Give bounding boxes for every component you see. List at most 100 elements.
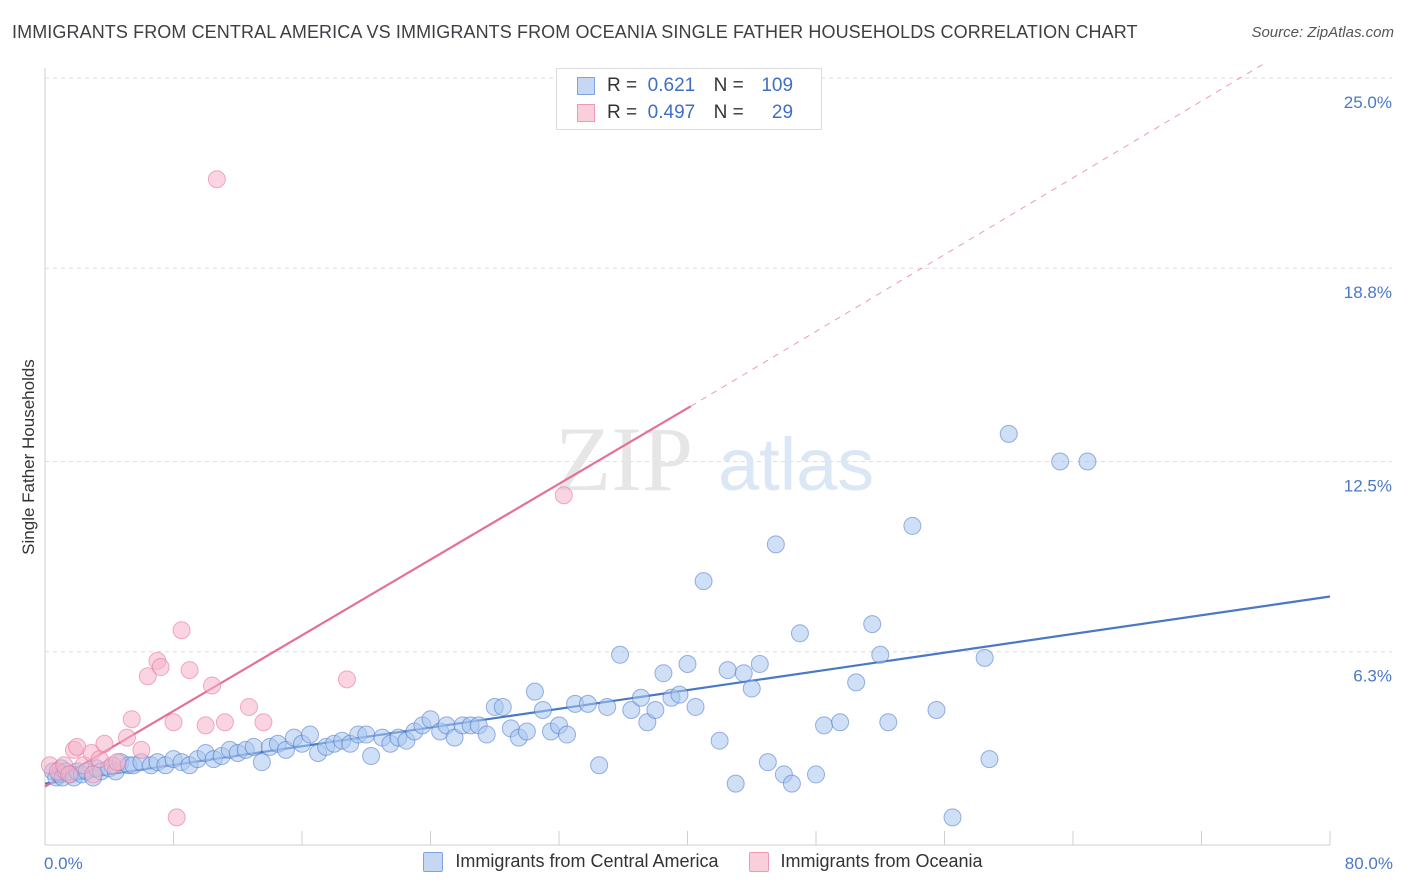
legend-swatch-pink: [748, 851, 769, 872]
data-point: [207, 170, 226, 189]
data-point: [477, 725, 496, 744]
data-point: [132, 740, 151, 759]
trend-line-oceania-extrapolated: [690, 62, 1267, 407]
legend-row-central-america: R = 0.621 N = 109: [577, 74, 793, 98]
data-point: [611, 645, 630, 664]
data-points: [40, 170, 1097, 827]
legend-label: Immigrants from Oceania: [780, 851, 983, 871]
data-point: [847, 673, 866, 692]
x-tick-label: 80.0%: [1345, 854, 1393, 873]
data-point: [790, 624, 809, 643]
data-point: [337, 670, 356, 689]
data-point: [525, 682, 544, 701]
data-point: [164, 713, 183, 732]
data-point: [622, 701, 641, 720]
legend-item-central-america[interactable]: Immigrants from Central America: [423, 851, 719, 872]
legend-r-label: R =: [607, 102, 638, 123]
trend-line-oceania: [44, 405, 692, 788]
data-point: [122, 710, 141, 729]
data-point: [493, 697, 512, 716]
data-point: [871, 645, 890, 664]
data-point: [631, 688, 650, 707]
data-point: [980, 750, 999, 769]
y-axis-label: Single Father Households: [19, 359, 38, 555]
legend-swatch-pink: [577, 104, 595, 122]
grid: [45, 77, 1392, 653]
legend-swatch-blue: [577, 77, 595, 95]
chart-title: IMMIGRANTS FROM CENTRAL AMERICA VS IMMIG…: [12, 22, 1138, 42]
data-point: [558, 725, 577, 744]
legend-r-label: R =: [607, 75, 638, 96]
data-point: [196, 716, 215, 735]
data-point: [167, 808, 186, 827]
data-point: [554, 486, 573, 505]
data-point: [927, 701, 946, 720]
legend-r-value: 0.497: [647, 102, 696, 123]
data-point: [815, 716, 834, 735]
data-point: [782, 774, 801, 793]
legend-swatch-blue: [423, 851, 444, 872]
correlation-legend: R = 0.621 N = 109 R = 0.497 N = 29: [556, 68, 822, 130]
data-point: [590, 756, 609, 775]
data-point: [646, 701, 665, 720]
data-point: [766, 535, 785, 554]
data-point: [999, 424, 1018, 443]
data-point: [670, 685, 689, 704]
data-point: [879, 713, 898, 732]
data-point: [117, 728, 136, 747]
data-point: [718, 661, 737, 680]
data-point: [807, 765, 825, 784]
data-point: [239, 697, 258, 716]
x-tick-label: 0.0%: [44, 854, 83, 873]
data-point: [1051, 452, 1070, 471]
data-point: [734, 664, 753, 683]
data-point: [654, 664, 673, 683]
legend-r-value: 0.621: [647, 75, 696, 96]
y-tick-label: 6.3%: [1353, 667, 1392, 686]
data-point: [301, 725, 320, 744]
data-point: [578, 694, 597, 713]
data-point: [863, 615, 882, 634]
legend-n-value: 29: [771, 102, 794, 123]
data-point: [975, 648, 994, 667]
watermark: ZIP atlas: [555, 408, 874, 510]
data-point: [172, 621, 191, 640]
y-tick-label: 18.8%: [1344, 283, 1392, 302]
data-point: [750, 654, 769, 673]
data-point: [357, 725, 376, 744]
y-tick-label: 25.0%: [1344, 93, 1392, 112]
series-oceania: [40, 170, 573, 827]
data-point: [533, 701, 552, 720]
data-point: [742, 679, 761, 698]
data-point: [138, 667, 157, 686]
data-point: [1078, 452, 1097, 471]
data-point: [95, 734, 114, 753]
data-point: [517, 722, 536, 741]
data-point: [678, 654, 697, 673]
axes: [44, 68, 1331, 846]
data-point: [215, 713, 234, 732]
source-label: Source: ZipAtlas.com: [1251, 24, 1394, 41]
legend-item-oceania[interactable]: Immigrants from Oceania: [748, 851, 983, 872]
data-point: [84, 765, 103, 784]
data-point: [758, 753, 777, 772]
data-point: [903, 516, 922, 535]
data-point: [108, 753, 127, 772]
legend-n-label: N =: [713, 75, 744, 96]
data-point: [60, 765, 79, 784]
data-point: [203, 676, 222, 695]
data-point: [831, 713, 850, 732]
legend-label: Immigrants from Central America: [455, 851, 719, 871]
legend-row-oceania: R = 0.497 N = 29: [577, 101, 793, 125]
data-point: [252, 753, 271, 772]
tick-labels: 6.3% 12.5% 18.8% 25.0% 0.0% 80.0% Single Fathe…: [19, 93, 1393, 873]
legend-n-value: 109: [761, 75, 794, 96]
data-point: [421, 710, 440, 729]
data-point: [362, 747, 381, 766]
data-point: [694, 572, 713, 591]
series-legend: Immigrants from Central America Immigran…: [0, 851, 1406, 872]
data-point: [726, 774, 745, 793]
data-point: [943, 808, 962, 827]
data-point: [151, 658, 170, 677]
